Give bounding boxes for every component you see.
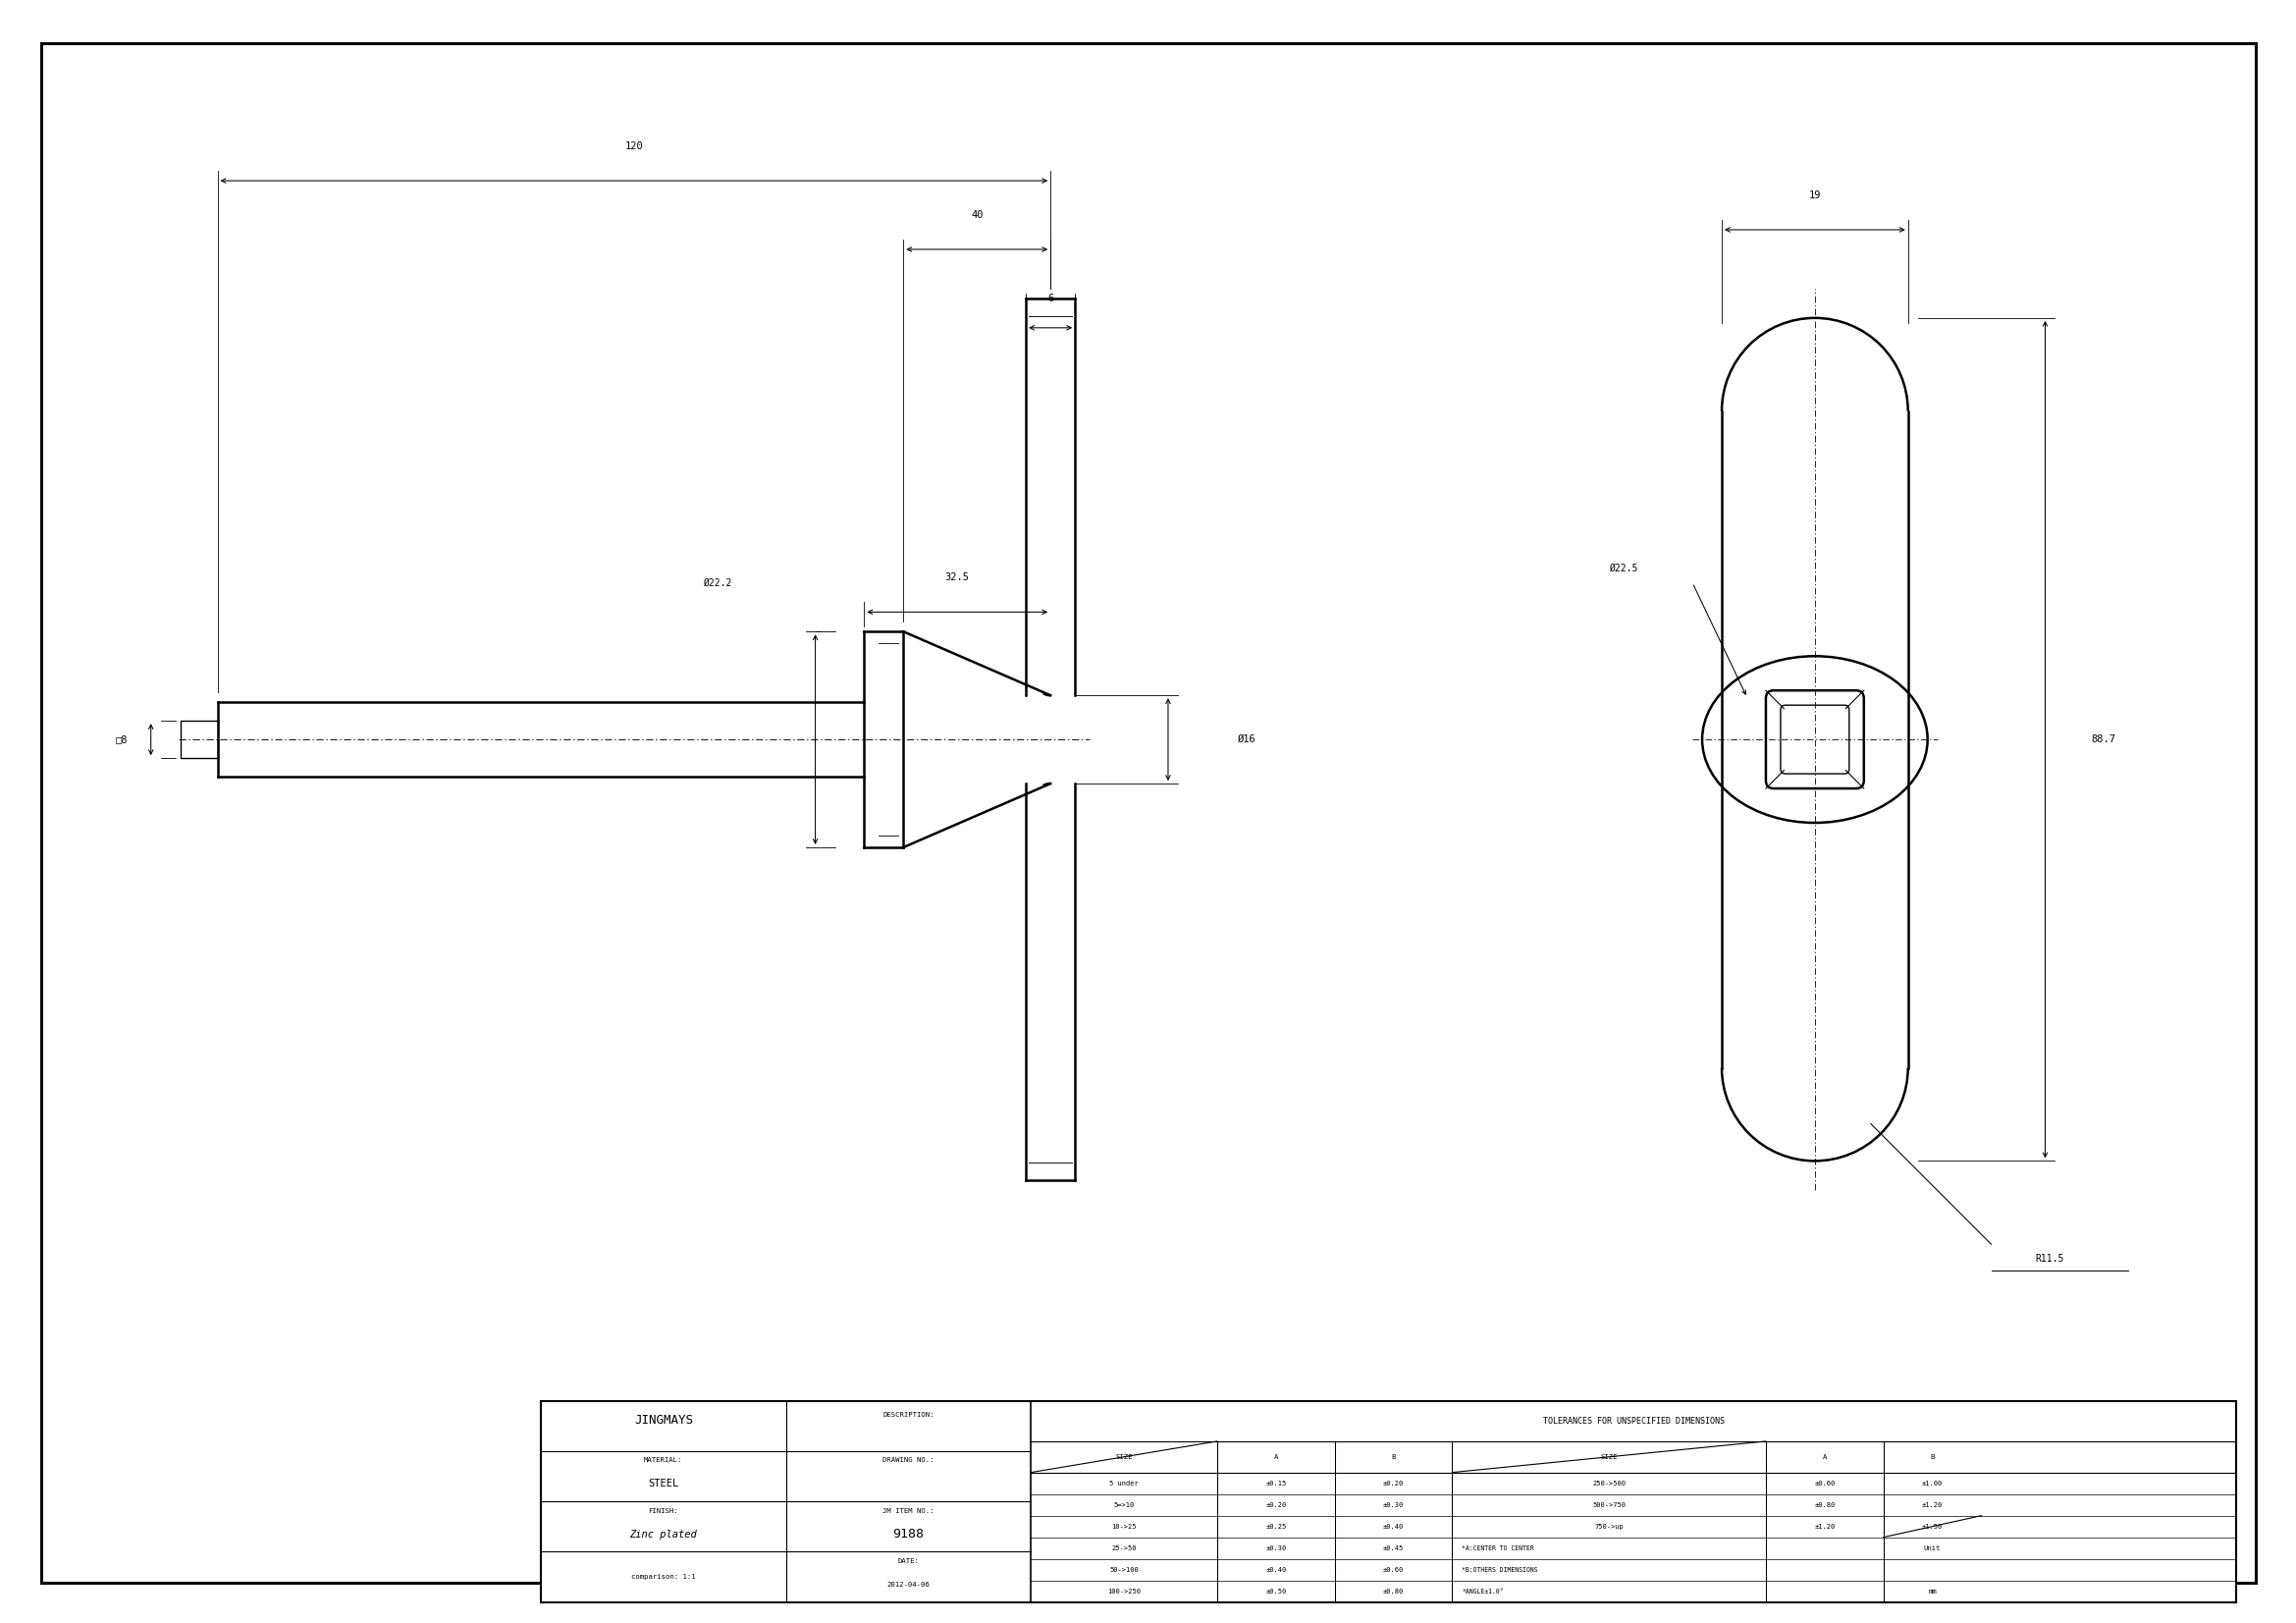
Text: 6: 6 [1047,294,1054,304]
Text: A: A [1274,1454,1279,1459]
Text: □8: □8 [115,735,129,745]
Text: ±0.25: ±0.25 [1265,1524,1286,1529]
Text: STEEL: STEEL [647,1479,680,1488]
Text: TOLERANCES FOR UNSPECIFIED DIMENSIONS: TOLERANCES FOR UNSPECIFIED DIMENSIONS [1543,1417,1724,1425]
Text: 5 under: 5 under [1109,1480,1139,1487]
Text: SIZE: SIZE [1600,1454,1619,1459]
Text: Ø16: Ø16 [1238,735,1256,745]
Text: Unit: Unit [1924,1545,1940,1552]
Bar [181,721,218,758]
Bar [542,1401,2236,1602]
Text: JM ITEM NO.:: JM ITEM NO.: [882,1508,934,1514]
Text: ±1.00: ±1.00 [1922,1480,1942,1487]
Text: 500->750: 500->750 [1593,1501,1626,1508]
Text: FINISH:: FINISH: [647,1508,677,1514]
Text: 10->25: 10->25 [1111,1524,1137,1529]
Text: *ANGLE±1.0°: *ANGLE±1.0° [1463,1589,1504,1594]
Text: 100->250: 100->250 [1107,1589,1141,1594]
Ellipse shape [1701,656,1929,823]
Text: 120: 120 [625,141,643,151]
Text: Ø22.5: Ø22.5 [1609,563,1637,573]
Text: MATERIAL:: MATERIAL: [645,1457,682,1464]
Text: ±0.30: ±0.30 [1265,1545,1286,1552]
Text: ±0.40: ±0.40 [1382,1524,1403,1529]
Text: R11.5: R11.5 [2037,1255,2064,1264]
Text: ±1.20: ±1.20 [1814,1524,1835,1529]
Text: comparison: 1:1: comparison: 1:1 [631,1574,696,1579]
Text: 19: 19 [1809,190,1821,200]
Text: *B:OTHERS DIMENSIONS: *B:OTHERS DIMENSIONS [1463,1566,1538,1573]
Text: 2012-04-06: 2012-04-06 [886,1581,930,1587]
FancyBboxPatch shape [1782,704,1848,774]
Text: B: B [1931,1454,1936,1459]
Text: ±0.80: ±0.80 [1382,1589,1403,1594]
Text: ±0.50: ±0.50 [1265,1589,1286,1594]
Text: 50->100: 50->100 [1109,1566,1139,1573]
Text: JINGMAYS: JINGMAYS [634,1414,693,1427]
Text: 9188: 9188 [893,1527,923,1540]
Text: DESCRIPTION:: DESCRIPTION: [882,1412,934,1419]
Text: DATE:: DATE: [898,1558,918,1565]
Text: *A:CENTER TO CENTER: *A:CENTER TO CENTER [1463,1545,1534,1552]
Text: 25->50: 25->50 [1111,1545,1137,1552]
Text: B: B [1391,1454,1396,1459]
Text: Ø22.2: Ø22.2 [703,578,732,588]
Text: A: A [1823,1454,1828,1459]
Text: 250->500: 250->500 [1593,1480,1626,1487]
Text: ±0.15: ±0.15 [1265,1480,1286,1487]
Text: 40: 40 [971,209,983,221]
Text: ±0.45: ±0.45 [1382,1545,1403,1552]
Text: ±0.40: ±0.40 [1265,1566,1286,1573]
FancyBboxPatch shape [1766,690,1864,789]
Text: SIZE: SIZE [1116,1454,1132,1459]
Text: ±0.80: ±0.80 [1814,1501,1835,1508]
Text: 5=>10: 5=>10 [1114,1501,1134,1508]
Text: 750->up: 750->up [1593,1524,1623,1529]
Text: ±0.20: ±0.20 [1382,1480,1403,1487]
Text: 88.7: 88.7 [2092,735,2117,745]
Text: 32.5: 32.5 [946,573,969,583]
Text: Zinc plated: Zinc plated [629,1529,698,1539]
Text: ±0.30: ±0.30 [1382,1501,1403,1508]
Text: mm: mm [1929,1589,1938,1594]
Text: ±0.20: ±0.20 [1265,1501,1286,1508]
Text: ±1.20: ±1.20 [1922,1501,1942,1508]
Text: ±0.60: ±0.60 [1382,1566,1403,1573]
Text: DRAWING NO.:: DRAWING NO.: [882,1457,934,1464]
Text: ±1.50: ±1.50 [1922,1524,1942,1529]
Text: ±0.60: ±0.60 [1814,1480,1835,1487]
